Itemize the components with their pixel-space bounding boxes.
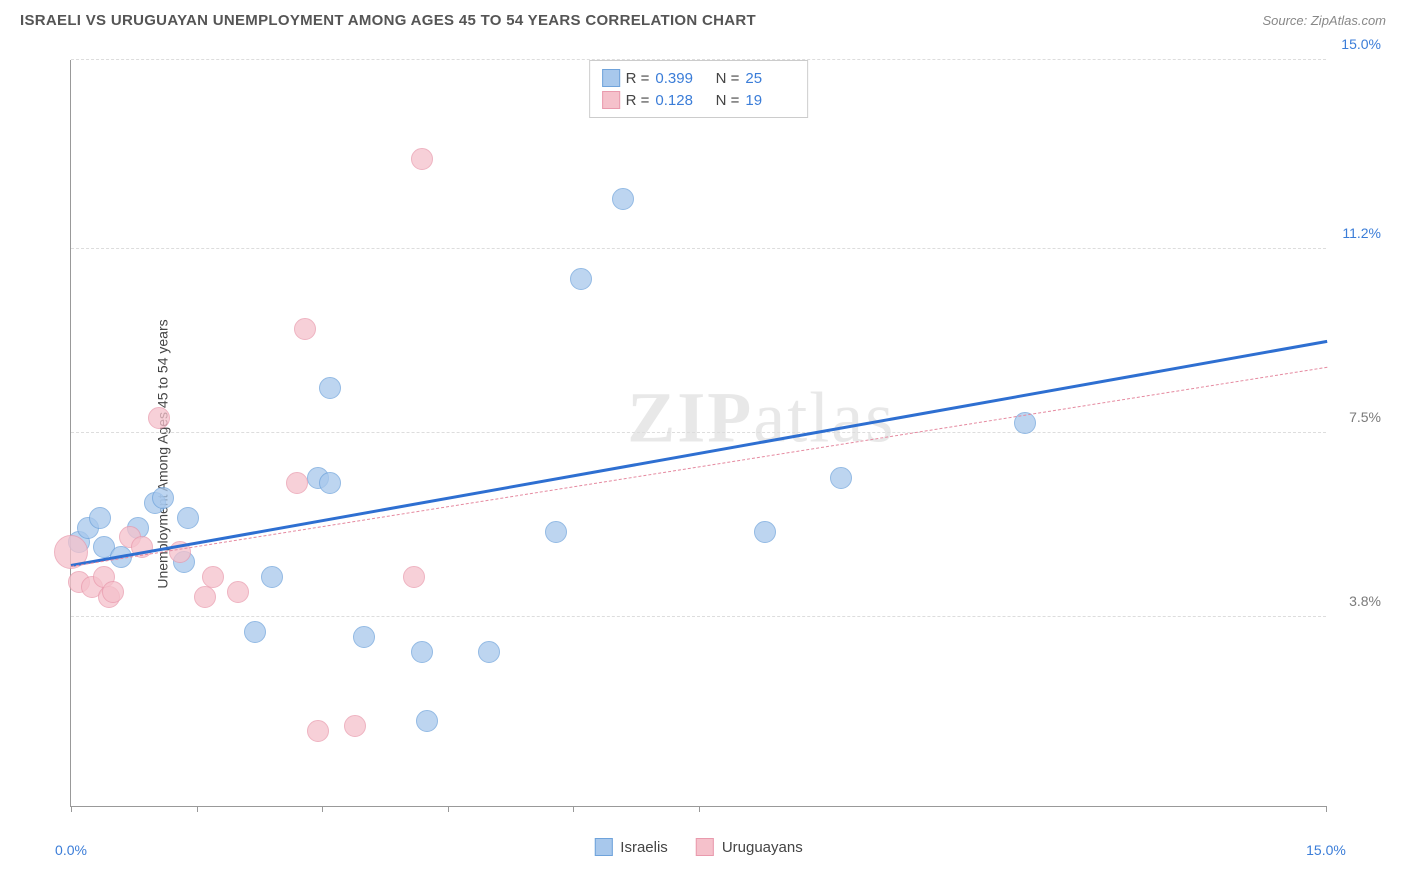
data-point xyxy=(411,641,433,663)
x-tick xyxy=(699,806,700,812)
data-point xyxy=(830,467,852,489)
chart-title: ISRAELI VS URUGUAYAN UNEMPLOYMENT AMONG … xyxy=(20,12,756,29)
stats-row: R = 0.399 N = 25 xyxy=(602,67,796,89)
trend-line xyxy=(71,367,1327,567)
legend-item: Uruguayans xyxy=(696,838,803,856)
stat-n-value: 19 xyxy=(745,92,795,109)
data-point xyxy=(307,720,329,742)
data-point xyxy=(227,581,249,603)
data-point xyxy=(194,586,216,608)
data-point xyxy=(478,641,500,663)
data-point xyxy=(244,621,266,643)
legend-swatch xyxy=(602,91,620,109)
data-point xyxy=(177,507,199,529)
plot-area: ZIPatlas R =0.399 N =25R =0.128 N =19 Is… xyxy=(70,60,1326,807)
data-point xyxy=(294,318,316,340)
watermark: ZIPatlas xyxy=(627,377,895,460)
data-point xyxy=(754,521,776,543)
legend-swatch xyxy=(602,69,620,87)
data-point xyxy=(403,566,425,588)
stat-n-label: N = xyxy=(711,70,739,87)
legend-swatch xyxy=(594,838,612,856)
bottom-legend: Israelis Uruguayans xyxy=(594,838,802,856)
data-point xyxy=(344,715,366,737)
stat-r-value: 0.128 xyxy=(655,92,705,109)
x-tick xyxy=(573,806,574,812)
stat-r-label: R = xyxy=(626,70,650,87)
chart-header: ISRAELI VS URUGUAYAN UNEMPLOYMENT AMONG … xyxy=(0,0,1406,37)
legend-swatch xyxy=(696,838,714,856)
y-tick-label: 3.8% xyxy=(1349,593,1381,609)
stats-row: R = 0.128 N = 19 xyxy=(602,89,796,111)
data-point xyxy=(102,581,124,603)
chart-container: ISRAELI VS URUGUAYAN UNEMPLOYMENT AMONG … xyxy=(0,0,1406,892)
data-point xyxy=(545,521,567,543)
y-tick-label: 15.0% xyxy=(1341,36,1381,52)
grid-line xyxy=(71,248,1326,249)
grid-line xyxy=(71,616,1326,617)
data-point xyxy=(286,472,308,494)
stats-box: R = 0.399 N = 25 R = 0.128 N = 19 xyxy=(589,60,809,118)
stat-n-value: 25 xyxy=(745,70,795,87)
x-tick xyxy=(1326,806,1327,812)
data-point xyxy=(261,566,283,588)
data-point xyxy=(411,148,433,170)
trend-line xyxy=(71,340,1328,567)
data-point xyxy=(89,507,111,529)
stat-r-label: R = xyxy=(626,92,650,109)
stat-r-value: 0.399 xyxy=(655,70,705,87)
data-point xyxy=(148,407,170,429)
data-point xyxy=(612,188,634,210)
data-point xyxy=(202,566,224,588)
data-point xyxy=(570,268,592,290)
legend-item: Israelis xyxy=(594,838,668,856)
x-tick-label: 0.0% xyxy=(55,842,87,858)
data-point xyxy=(152,487,174,509)
y-tick-label: 7.5% xyxy=(1349,409,1381,425)
x-tick xyxy=(197,806,198,812)
grid-line xyxy=(71,432,1326,433)
y-tick-label: 11.2% xyxy=(1342,225,1381,241)
stat-n-label: N = xyxy=(711,92,739,109)
data-point xyxy=(353,626,375,648)
data-point xyxy=(319,377,341,399)
chart-wrap: Unemployment Among Ages 45 to 54 years Z… xyxy=(20,45,1386,862)
x-tick xyxy=(322,806,323,812)
legend-label: Israelis xyxy=(620,839,668,856)
x-tick xyxy=(448,806,449,812)
x-tick-label: 15.0% xyxy=(1306,842,1346,858)
grid-line xyxy=(71,59,1326,60)
source-attribution: Source: ZipAtlas.com xyxy=(1262,13,1386,28)
legend-label: Uruguayans xyxy=(722,839,803,856)
x-tick xyxy=(71,806,72,812)
data-point xyxy=(416,710,438,732)
data-point xyxy=(319,472,341,494)
